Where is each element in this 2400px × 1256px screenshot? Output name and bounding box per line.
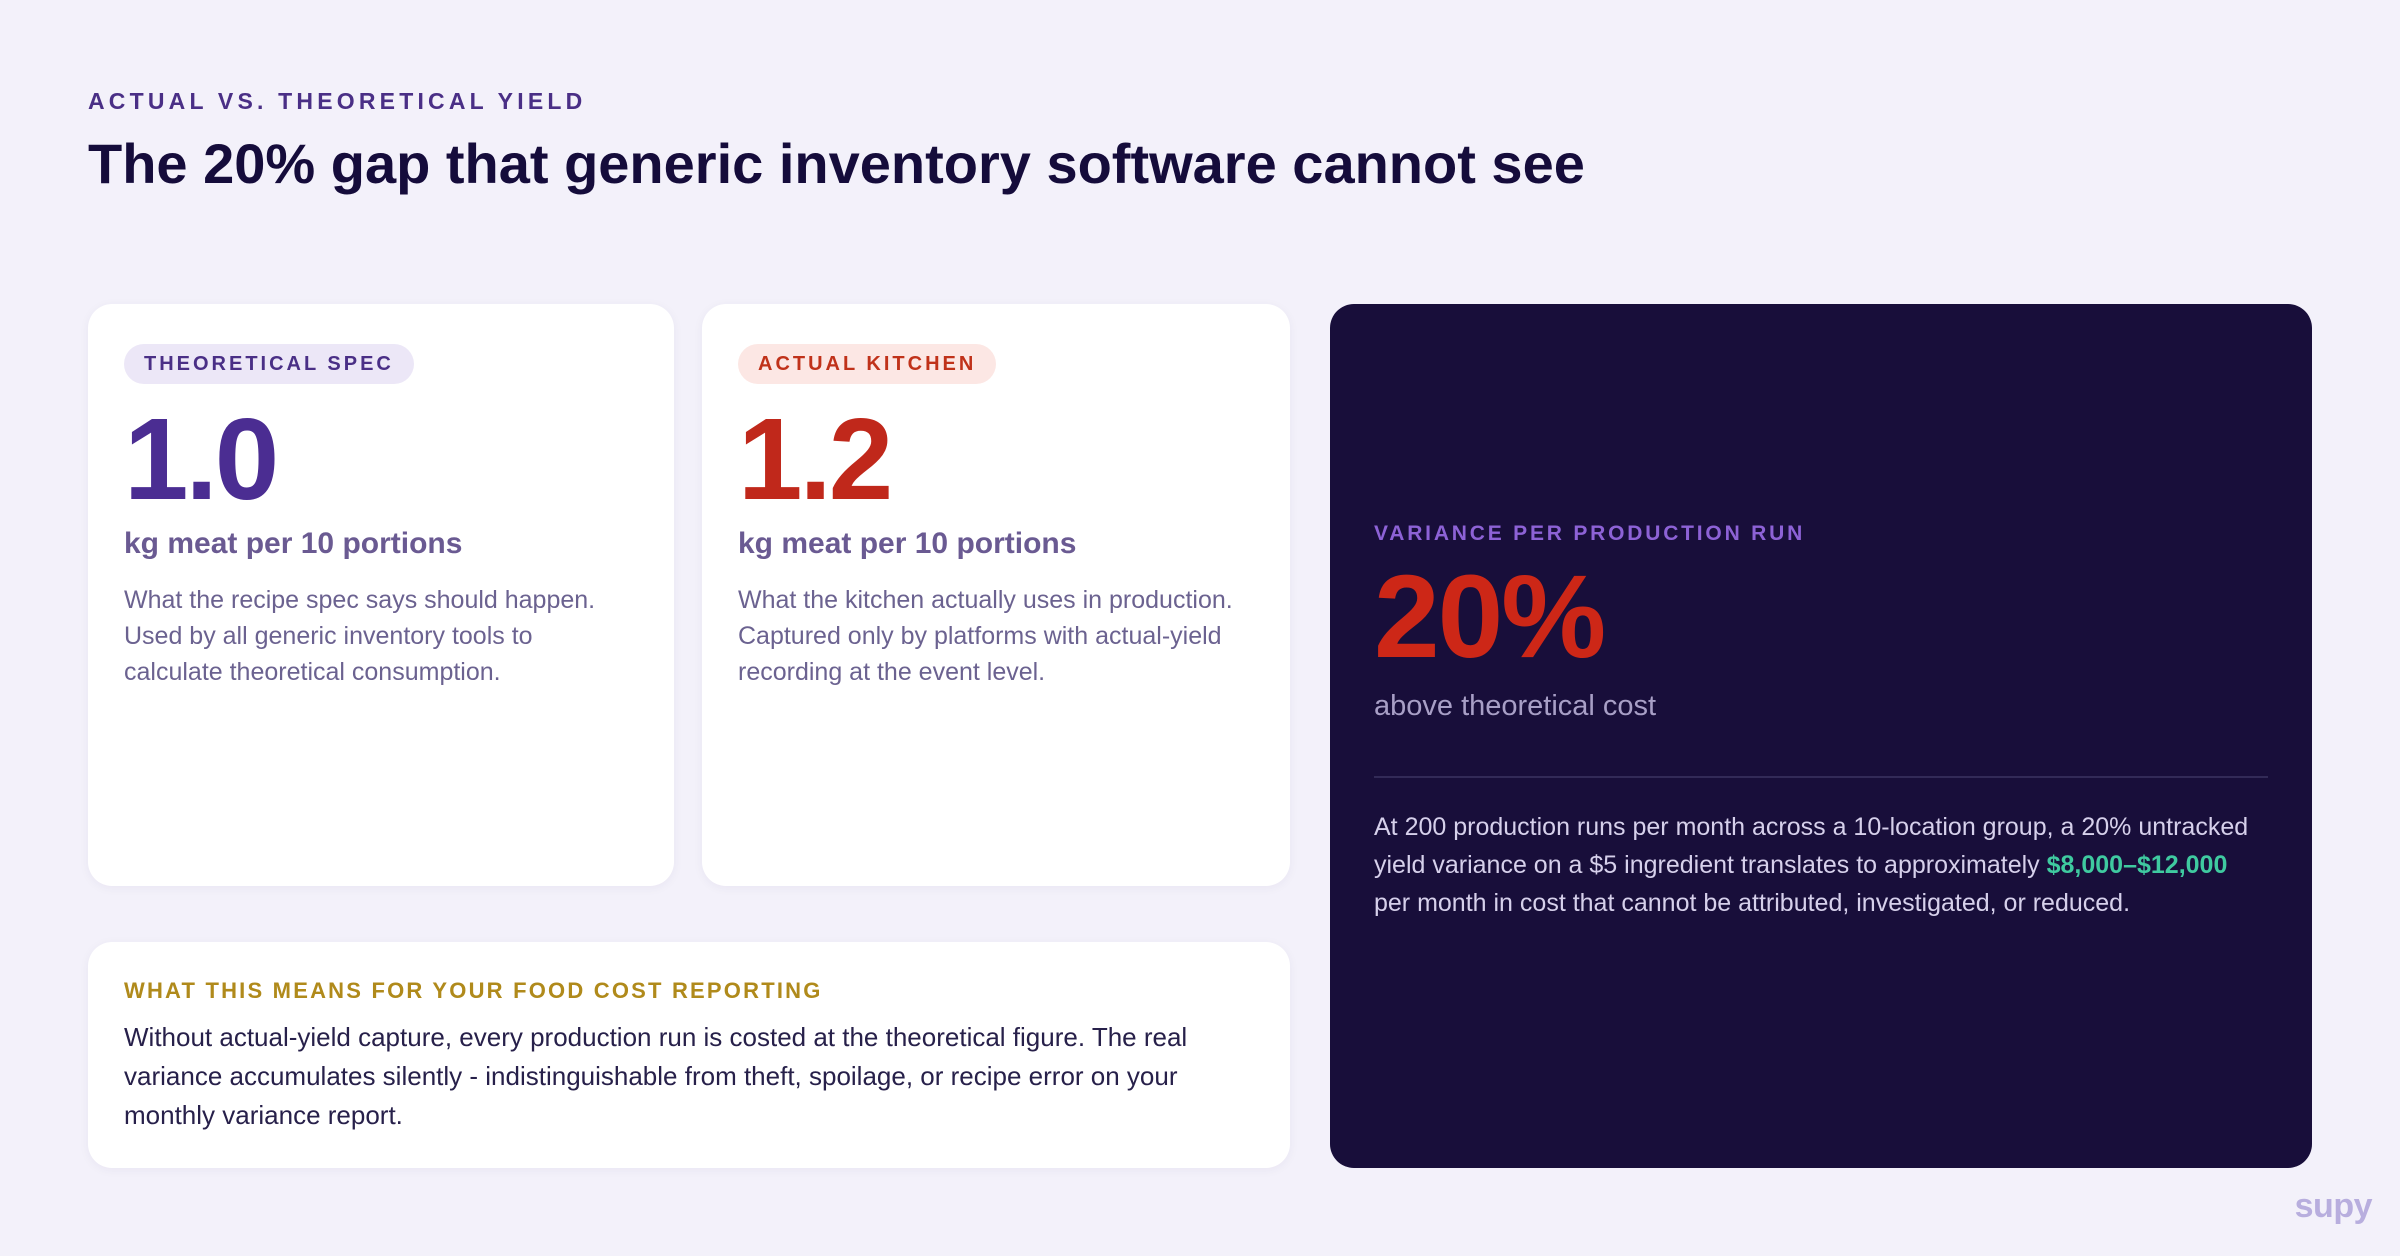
theoretical-value: 1.0 [124, 394, 279, 524]
theoretical-spec-card: THEORETICAL SPEC 1.0 kg meat per 10 port… [88, 304, 674, 886]
actual-description: What the kitchen actually uses in produc… [738, 586, 1233, 686]
actual-unit: kg meat per 10 portions [738, 527, 1077, 560]
variance-body: At 200 production runs per month across … [1374, 808, 2268, 922]
variance-body-lead: At 200 production runs per month across … [1374, 813, 2249, 879]
variance-eyebrow: VARIANCE PER PRODUCTION RUN [1374, 522, 1806, 545]
theoretical-spec-badge: THEORETICAL SPEC [124, 344, 414, 384]
cost-range-highlight: $8,000–$12,000 [2046, 851, 2228, 879]
actual-kitchen-card: ACTUAL KITCHEN 1.2 kg meat per 10 portio… [702, 304, 1290, 886]
eyebrow-label: ACTUAL VS. THEORETICAL YIELD [88, 88, 587, 114]
meaning-body: Without actual-yield capture, every prod… [124, 1022, 1188, 1130]
panel-divider [1374, 776, 2268, 778]
actual-kitchen-badge: ACTUAL KITCHEN [738, 344, 997, 384]
meaning-heading: WHAT THIS MEANS FOR YOUR FOOD COST REPOR… [124, 978, 823, 1003]
variance-panel: VARIANCE PER PRODUCTION RUN 20% above th… [1330, 304, 2312, 1168]
variance-body-tail: per month in cost that cannot be attribu… [1374, 889, 2131, 917]
variance-subtitle: above theoretical cost [1374, 690, 1657, 722]
supy-logo: supy [2294, 1187, 2373, 1225]
theoretical-description: What the recipe spec says should happen.… [124, 586, 596, 686]
actual-value: 1.2 [738, 394, 893, 524]
food-cost-meaning-card: WHAT THIS MEANS FOR YOUR FOOD COST REPOR… [88, 942, 1290, 1168]
page-title: The 20% gap that generic inventory softw… [88, 132, 1585, 195]
theoretical-unit: kg meat per 10 portions [124, 527, 463, 560]
variance-value: 20% [1374, 551, 1606, 683]
